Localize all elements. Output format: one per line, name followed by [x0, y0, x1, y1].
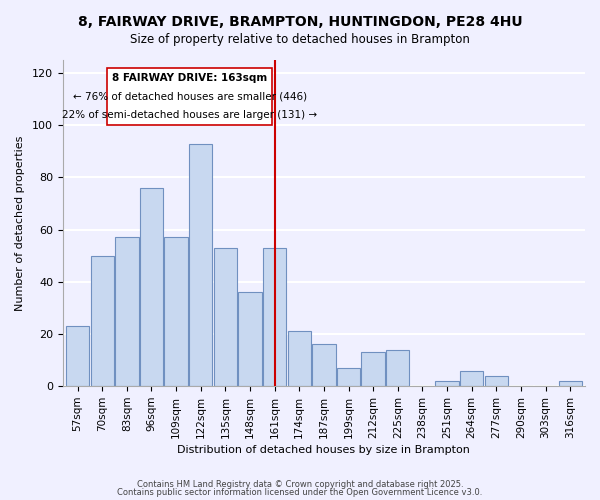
Bar [214, 248, 237, 386]
Bar [485, 376, 508, 386]
Bar [66, 326, 89, 386]
Bar [460, 370, 484, 386]
Text: Contains HM Land Registry data © Crown copyright and database right 2025.: Contains HM Land Registry data © Crown c… [137, 480, 463, 489]
Bar [164, 238, 188, 386]
Text: 8 FAIRWAY DRIVE: 163sqm: 8 FAIRWAY DRIVE: 163sqm [112, 74, 267, 84]
Bar [140, 188, 163, 386]
Text: Size of property relative to detached houses in Brampton: Size of property relative to detached ho… [130, 32, 470, 46]
X-axis label: Distribution of detached houses by size in Brampton: Distribution of detached houses by size … [178, 445, 470, 455]
Text: 8, FAIRWAY DRIVE, BRAMPTON, HUNTINGDON, PE28 4HU: 8, FAIRWAY DRIVE, BRAMPTON, HUNTINGDON, … [77, 15, 523, 29]
Bar [559, 381, 582, 386]
Bar [436, 381, 459, 386]
Bar [386, 350, 409, 386]
Bar [189, 144, 212, 386]
Y-axis label: Number of detached properties: Number of detached properties [15, 136, 25, 311]
Text: Contains public sector information licensed under the Open Government Licence v3: Contains public sector information licen… [118, 488, 482, 497]
Bar [287, 332, 311, 386]
Bar [238, 292, 262, 386]
Bar [337, 368, 360, 386]
Bar [361, 352, 385, 386]
Bar [91, 256, 114, 386]
FancyBboxPatch shape [107, 68, 272, 125]
Text: 22% of semi-detached houses are larger (131) →: 22% of semi-detached houses are larger (… [62, 110, 317, 120]
Bar [115, 238, 139, 386]
Bar [263, 248, 286, 386]
Bar [312, 344, 335, 386]
Text: ← 76% of detached houses are smaller (446): ← 76% of detached houses are smaller (44… [73, 92, 307, 102]
